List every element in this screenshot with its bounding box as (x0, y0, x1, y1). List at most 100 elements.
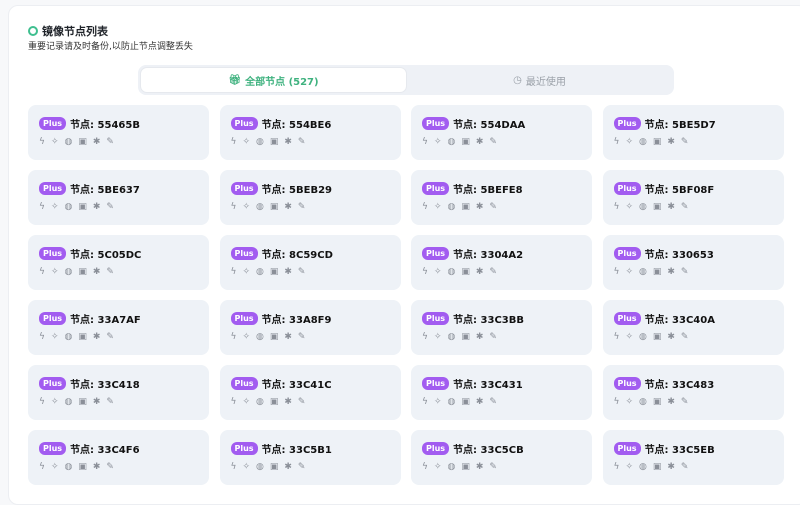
sparkles-icon: ✧ (433, 137, 442, 147)
node-name: 节点: 330653 (644, 250, 714, 261)
puzzle-icon: ✱ (284, 332, 292, 342)
node-name: 节点: 554BE6 (261, 120, 332, 131)
edit-icon: ✎ (297, 462, 306, 472)
node-name: 节点: 5BE5D7 (644, 120, 716, 131)
puzzle-icon: ✱ (667, 397, 675, 407)
sparkles-icon: ✧ (433, 267, 442, 277)
tab-all-nodes[interactable]: 🎁︎ 全部节点 (527) (140, 67, 407, 93)
node-card[interactable]: Plus 节点: 5BE637 ϟ ✧ ◍ ▣ ✱ ✎ (28, 170, 209, 225)
bolt-icon: ϟ (230, 137, 237, 147)
plus-badge: Plus (422, 442, 450, 455)
feature-icons: ϟ ✧ ◍ ▣ ✱ ✎ (422, 397, 581, 407)
bolt-icon: ϟ (613, 397, 620, 407)
image-icon: ▣ (652, 462, 662, 472)
bolt-icon: ϟ (230, 202, 237, 212)
sparkles-icon: ✧ (50, 397, 59, 407)
node-card[interactable]: Plus 节点: 5BE5D7 ϟ ✧ ◍ ▣ ✱ ✎ (602, 105, 784, 160)
node-card[interactable]: Plus 节点: 554BE6 ϟ ✧ ◍ ▣ ✱ ✎ (219, 105, 401, 160)
node-card[interactable]: Plus 节点: 5BF08F ϟ ✧ ◍ ▣ ✱ ✎ (602, 170, 784, 225)
sparkles-icon: ✧ (625, 137, 633, 147)
bolt-icon: ϟ (422, 397, 428, 407)
image-icon: ▣ (461, 267, 470, 277)
bolt-icon: ϟ (422, 267, 428, 277)
image-icon: ▣ (78, 267, 87, 277)
plus-badge: Plus (422, 377, 450, 390)
sparkles-icon: ✧ (242, 332, 250, 342)
tab-recent[interactable]: ◷ 最近使用 (513, 74, 566, 88)
node-card[interactable]: Plus 节点: 33C41C ϟ ✧ ◍ ▣ ✱ ✎ (219, 365, 401, 420)
edit-icon: ✎ (106, 397, 114, 407)
edit-icon: ✎ (106, 462, 114, 472)
node-card[interactable]: Plus 节点: 5BEFE8 ϟ ✧ ◍ ▣ ✱ ✎ (411, 170, 592, 225)
edit-icon: ✎ (297, 267, 306, 277)
node-name: 节点: 33A8F9 (261, 315, 332, 326)
puzzle-icon: ✱ (667, 332, 675, 342)
node-card[interactable]: Plus 节点: 33C5B1 ϟ ✧ ◍ ▣ ✱ ✎ (219, 430, 401, 485)
node-card[interactable]: Plus 节点: 33C3BB ϟ ✧ ◍ ▣ ✱ ✎ (411, 300, 592, 355)
node-card[interactable]: Plus 节点: 33A7AF ϟ ✧ ◍ ▣ ✱ ✎ (28, 300, 209, 355)
image-icon: ▣ (269, 267, 279, 277)
node-card[interactable]: Plus 节点: 3304A2 ϟ ✧ ◍ ▣ ✱ ✎ (411, 235, 592, 290)
feature-icons: ϟ ✧ ◍ ▣ ✱ ✎ (614, 332, 773, 342)
node-card[interactable]: Plus 节点: 33C5EB ϟ ✧ ◍ ▣ ✱ ✎ (602, 430, 784, 485)
node-card[interactable]: Plus 节点: 33C4F6 ϟ ✧ ◍ ▣ ✱ ✎ (28, 430, 209, 485)
feature-icons: ϟ ✧ ◍ ▣ ✱ ✎ (39, 137, 198, 147)
edit-icon: ✎ (489, 397, 497, 407)
node-card[interactable]: Plus 节点: 33C431 ϟ ✧ ◍ ▣ ✱ ✎ (411, 365, 592, 420)
node-card[interactable]: Plus 节点: 8C59CD ϟ ✧ ◍ ▣ ✱ ✎ (219, 235, 401, 290)
edit-icon: ✎ (489, 332, 497, 342)
puzzle-icon: ✱ (284, 202, 292, 212)
plus-badge: Plus (230, 442, 258, 455)
feature-icons: ϟ ✧ ◍ ▣ ✱ ✎ (231, 267, 390, 277)
node-name: 节点: 5C05DC (70, 250, 142, 261)
plus-badge: Plus (422, 117, 450, 130)
bolt-icon: ϟ (39, 202, 45, 212)
node-card[interactable]: Plus 节点: 33A8F9 ϟ ✧ ◍ ▣ ✱ ✎ (219, 300, 401, 355)
puzzle-icon: ✱ (475, 332, 484, 342)
bolt-icon: ϟ (422, 462, 428, 472)
node-grid: Plus 节点: 55465B ϟ ✧ ◍ ▣ ✱ ✎ Plus 节点: 554BE6 ϟ ✧ ◍ ▣ ✱ ✎… (28, 105, 784, 485)
node-name: 节点: 5BEB29 (261, 185, 332, 196)
node-card[interactable]: Plus 节点: 33C40A ϟ ✧ ◍ ▣ ✱ ✎ (602, 300, 784, 355)
image-icon: ▣ (652, 202, 662, 212)
bolt-icon: ϟ (39, 137, 45, 147)
plus-badge: Plus (613, 377, 641, 390)
node-card[interactable]: Plus 节点: 33C418 ϟ ✧ ◍ ▣ ✱ ✎ (28, 365, 209, 420)
plus-badge: Plus (39, 182, 67, 195)
bolt-icon: ϟ (422, 137, 428, 147)
bolt-icon: ϟ (613, 462, 620, 472)
plus-badge: Plus (230, 377, 258, 390)
plus-badge: Plus (422, 312, 450, 325)
puzzle-icon: ✱ (284, 267, 292, 277)
node-card[interactable]: Plus 节点: 5BEB29 ϟ ✧ ◍ ▣ ✱ ✎ (219, 170, 401, 225)
globe-icon: ◍ (64, 332, 73, 342)
edit-icon: ✎ (680, 462, 689, 472)
plus-badge: Plus (230, 182, 258, 195)
clock-icon: ◷ (513, 74, 522, 86)
sparkles-icon: ✧ (50, 202, 59, 212)
node-card[interactable]: Plus 节点: 5C05DC ϟ ✧ ◍ ▣ ✱ ✎ (28, 235, 209, 290)
node-card[interactable]: Plus 节点: 55465B ϟ ✧ ◍ ▣ ✱ ✎ (28, 105, 209, 160)
node-card[interactable]: Plus 节点: 330653 ϟ ✧ ◍ ▣ ✱ ✎ (602, 235, 784, 290)
node-card[interactable]: Plus 节点: 33C5CB ϟ ✧ ◍ ▣ ✱ ✎ (411, 430, 592, 485)
puzzle-icon: ✱ (92, 397, 101, 407)
globe-icon: ◍ (638, 137, 647, 147)
feature-icons: ϟ ✧ ◍ ▣ ✱ ✎ (39, 397, 198, 407)
image-icon: ▣ (461, 397, 470, 407)
sparkles-icon: ✧ (625, 397, 633, 407)
sparkles-icon: ✧ (625, 267, 633, 277)
bolt-icon: ϟ (39, 267, 45, 277)
image-icon: ▣ (78, 462, 87, 472)
sparkles-icon: ✧ (50, 332, 59, 342)
feature-icons: ϟ ✧ ◍ ▣ ✱ ✎ (422, 332, 581, 342)
bolt-icon: ϟ (230, 332, 237, 342)
node-card[interactable]: Plus 节点: 554DAA ϟ ✧ ◍ ▣ ✱ ✎ (411, 105, 592, 160)
node-name: 节点: 554DAA (453, 120, 526, 131)
edit-icon: ✎ (297, 202, 306, 212)
plus-badge: Plus (613, 312, 641, 325)
feature-icons: ϟ ✧ ◍ ▣ ✱ ✎ (231, 462, 390, 472)
node-name: 节点: 33C5EB (644, 445, 715, 456)
node-card[interactable]: Plus 节点: 33C483 ϟ ✧ ◍ ▣ ✱ ✎ (602, 365, 784, 420)
bolt-icon: ϟ (230, 397, 237, 407)
plus-badge: Plus (230, 247, 258, 260)
